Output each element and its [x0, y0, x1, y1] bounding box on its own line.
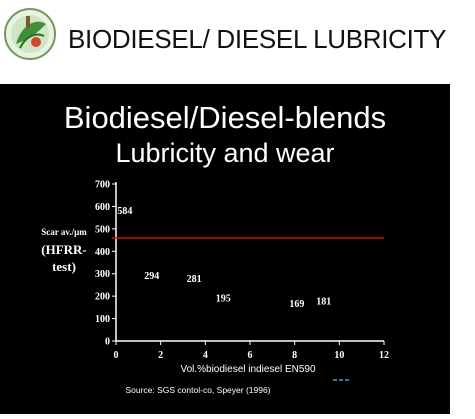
y-tick-label: 500	[95, 224, 110, 235]
slide-title-line-2: Lubricity and wear	[115, 138, 335, 168]
slide-panel: Biodiesel/Diesel-blends Lubricity and we…	[0, 84, 450, 414]
x-tick-label: 4	[203, 350, 208, 361]
y-tick-label: 0	[105, 337, 110, 348]
source-note: Source: SGS contol-co, Speyer (1996)	[125, 385, 270, 395]
x-tick-label: 10	[334, 350, 344, 361]
y-tick-label: 400	[95, 247, 110, 258]
y-tick-label: 200	[95, 292, 110, 303]
x-tick-label: 2	[158, 350, 163, 361]
y-tick-label: 600	[95, 202, 110, 213]
x-tick-label: 12	[379, 350, 389, 361]
page-title: BIODIESEL/ DIESEL LUBRICITY	[68, 24, 447, 54]
y-axis-label-line: Scar av./µm	[41, 227, 87, 237]
data-point-label: 294	[144, 271, 159, 282]
y-tick-label: 100	[95, 314, 110, 325]
data-point-label: 169	[289, 299, 304, 310]
data-point-label: 181	[316, 296, 331, 307]
x-axis-label: Vol.%biodiesel indiesel EN590	[180, 364, 316, 375]
x-tick-label: 0	[114, 350, 119, 361]
y-tick-label: 300	[95, 269, 110, 280]
data-point-label: 584	[117, 206, 132, 217]
biodiesel-logo-icon	[4, 8, 56, 60]
data-point-label: 281	[187, 274, 202, 285]
y-tick-label: 700	[95, 180, 110, 191]
data-point-label: 195	[216, 293, 231, 304]
x-tick-label: 6	[248, 350, 253, 361]
slide-title-line-1: Biodiesel/Diesel-blends	[63, 100, 387, 135]
y-axis-label-line: (HFRR-	[41, 242, 87, 257]
lubricity-chart: 0 100 200 300 400 500 600 700 0 2 4 6 8 10 12 584 294 2…	[41, 180, 389, 396]
y-axis-label-line: test)	[52, 259, 76, 274]
x-tick-label: 8	[292, 350, 297, 361]
header: BIODIESEL/ DIESEL LUBRICITY	[0, 0, 475, 84]
